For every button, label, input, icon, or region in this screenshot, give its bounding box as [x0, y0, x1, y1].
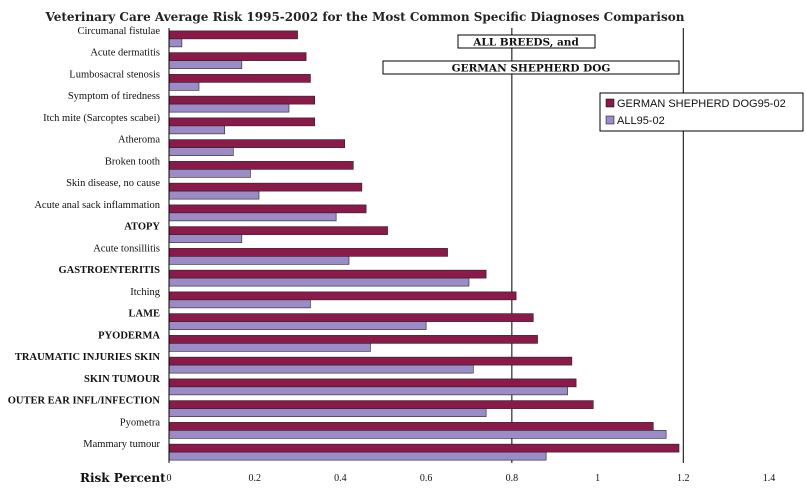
bar-all-6 — [168, 169, 251, 178]
annotation-2: GERMAN SHEPHERD DOG — [452, 63, 611, 75]
bar-gsd-9 — [168, 226, 388, 235]
bar-gsd-15 — [168, 356, 573, 366]
bar-all-8 — [168, 212, 337, 222]
bar-all-5 — [168, 147, 234, 156]
bar-gsd-7 — [168, 182, 363, 192]
category-label-4: Itch mite (Sarcoptes scabei) — [43, 113, 160, 124]
category-label-2: Lumbosacral stenosis — [69, 69, 160, 80]
bar-gsd-0 — [168, 30, 298, 40]
legend: GERMAN SHEPHERD DOG95-02 ALL95-02 — [599, 92, 804, 132]
annotation-box-2 — [382, 60, 680, 75]
category-label-17: OUTER EAR INFL/INFECTION — [8, 396, 161, 407]
bar-gsd-12 — [168, 291, 517, 301]
legend-box — [599, 92, 804, 132]
bar-gsd-16 — [168, 378, 577, 388]
bar-gsd-14 — [168, 335, 538, 344]
category-label-5: Atheroma — [118, 135, 160, 146]
annotation-box-1 — [457, 34, 596, 49]
category-label-8: Acute anal sack inflammation — [34, 200, 160, 211]
legend-label-gsd: GERMAN SHEPHERD DOG95-02 — [617, 98, 786, 110]
bar-all-2 — [168, 82, 200, 91]
legend-swatch-all — [605, 115, 615, 125]
category-label-6: Broken tooth — [105, 156, 161, 167]
x-axis-title: Risk Percent — [80, 471, 166, 485]
bar-gsd-11 — [168, 269, 487, 279]
bar-gsd-1 — [168, 52, 307, 61]
category-label-13: LAME — [129, 309, 161, 320]
x-tick-labels: 0 0.2 0.4 0.6 0.8 1 1.2 1.4 — [167, 473, 776, 484]
category-label-16: SKIN TUMOUR — [84, 374, 160, 385]
bar-all-3 — [168, 103, 290, 113]
annotation-1: ALL BREEDS, and — [472, 37, 579, 49]
bar-all-17 — [168, 408, 487, 417]
bar-all-11 — [168, 277, 470, 287]
category-label-14: PYODERMA — [98, 330, 160, 341]
category-label-19: Mammary tumour — [83, 439, 160, 450]
bar-gsd-8 — [168, 204, 367, 214]
category-label-10: Acute tonsillitis — [93, 243, 160, 254]
bar-all-15 — [168, 364, 474, 374]
bar-all-1 — [168, 60, 243, 69]
bar-all-12 — [168, 299, 311, 309]
bar-all-14 — [168, 343, 371, 352]
category-label-12: Itching — [130, 287, 160, 298]
category-labels: Circumanal fistulae Acute dermatitis Lumbo… — [8, 26, 161, 450]
chart-title: Veterinary Care Average Risk 1995-2002 f… — [45, 10, 685, 24]
category-label-9: ATOPY — [124, 222, 160, 233]
category-label-15: TRAUMATIC INJURIES SKIN — [15, 352, 160, 363]
bar-all-7 — [168, 190, 260, 200]
bar-all-18 — [168, 430, 667, 439]
category-label-11: GASTROENTERITIS — [58, 265, 160, 276]
x-tick-6: 1.2 — [677, 473, 690, 484]
category-label-18: Pyometra — [120, 417, 161, 428]
bar-all-9 — [168, 234, 243, 243]
bar-gsd-2 — [168, 74, 311, 83]
x-tick-4: 0.8 — [506, 473, 519, 484]
bar-gsd-18 — [168, 422, 654, 431]
legend-swatch-gsd — [605, 98, 615, 108]
category-label-1: Acute dermatitis — [90, 48, 160, 59]
x-tick-1: 0.2 — [248, 473, 261, 484]
x-tick-0: 0 — [167, 473, 172, 484]
x-tick-2: 0.4 — [334, 473, 347, 484]
bar-all-13 — [168, 321, 427, 330]
bar-gsd-17 — [168, 400, 594, 409]
category-label-0: Circumanal fistulae — [77, 26, 160, 37]
bar-gsd-19 — [168, 443, 680, 453]
bar-all-16 — [168, 386, 568, 396]
bar-gsd-10 — [168, 248, 448, 257]
category-label-7: Skin disease, no cause — [66, 178, 160, 189]
bar-all-0 — [168, 38, 183, 48]
x-tick-7: 1.4 — [763, 473, 776, 484]
x-tick-3: 0.6 — [420, 473, 433, 484]
bar-all-4 — [168, 125, 226, 135]
legend-label-all: ALL95-02 — [617, 115, 665, 127]
category-label-3: Symptom of tiredness — [68, 91, 160, 102]
bar-gsd-13 — [168, 313, 534, 322]
bar-all-10 — [168, 256, 350, 265]
annotation-boxes: ALL BREEDS, and GERMAN SHEPHERD DOG — [382, 34, 680, 75]
bar-gsd-3 — [168, 95, 316, 105]
x-tick-5: 1 — [595, 473, 600, 484]
bar-gsd-4 — [168, 117, 316, 127]
bar-gsd-5 — [168, 139, 346, 148]
bars — [168, 30, 680, 461]
bar-gsd-6 — [168, 161, 354, 170]
bar-all-19 — [168, 451, 547, 461]
